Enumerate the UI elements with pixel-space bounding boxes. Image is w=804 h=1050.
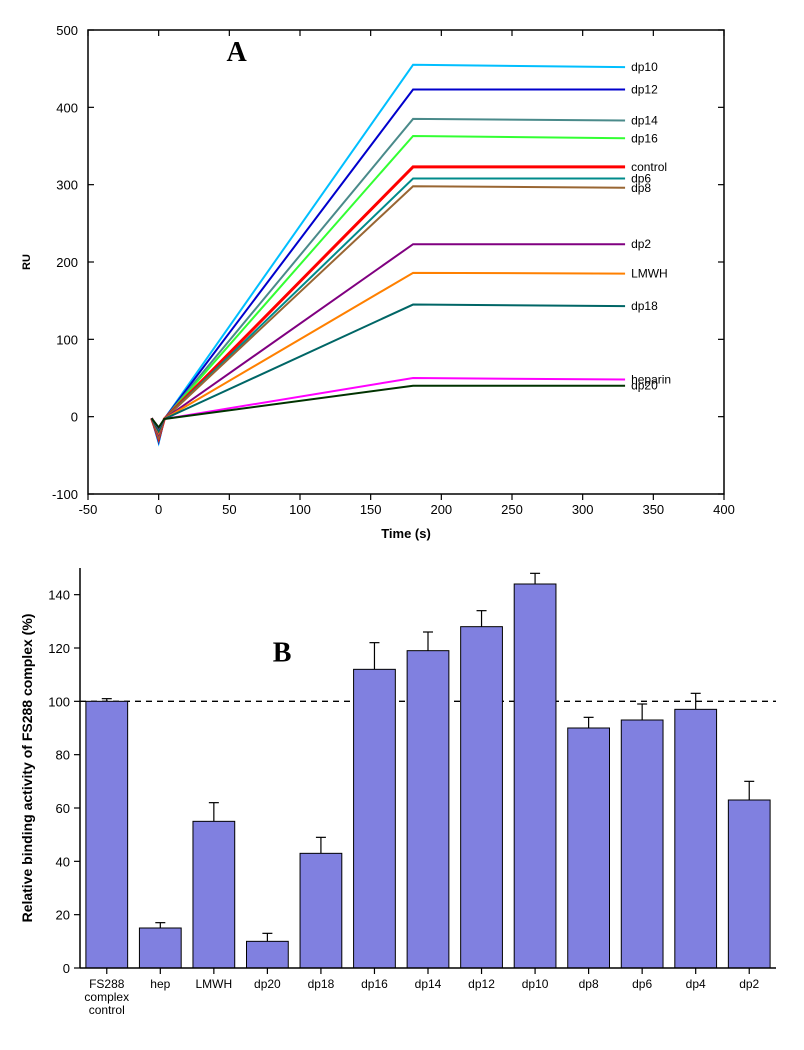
svg-text:0: 0 <box>63 961 70 976</box>
svg-text:-100: -100 <box>52 487 78 502</box>
svg-text:0: 0 <box>71 410 78 425</box>
bar-dp2 <box>728 800 770 968</box>
xtick-label: dp18 <box>308 977 335 991</box>
xtick-label: LMWH <box>196 977 233 991</box>
xtick-label: dp14 <box>415 977 442 991</box>
xtick-label: dp10 <box>522 977 549 991</box>
bar-dp12 <box>461 627 503 968</box>
svg-text:20: 20 <box>56 908 70 923</box>
svg-text:0: 0 <box>155 502 162 517</box>
svg-text:250: 250 <box>501 502 523 517</box>
xtick-label: dp12 <box>468 977 495 991</box>
svg-text:Time (s): Time (s) <box>381 526 431 541</box>
svg-text:50: 50 <box>222 502 236 517</box>
panel-a-chart: -50 0 50 100 150 200 250 300 350 400 -100 0 100 200 30… <box>10 10 794 550</box>
bar-dp10 <box>514 584 556 968</box>
series-label-LMWH: LMWH <box>631 267 668 281</box>
svg-text:Relative binding activity of F: Relative binding activity of FS288 compl… <box>19 614 35 923</box>
series-label-dp8: dp8 <box>631 181 651 195</box>
svg-text:60: 60 <box>56 801 70 816</box>
svg-text:300: 300 <box>56 178 78 193</box>
series-label-dp12: dp12 <box>631 83 658 97</box>
series-label-dp16: dp16 <box>631 131 658 145</box>
svg-text:120: 120 <box>48 641 70 656</box>
xtick-label: dp8 <box>579 977 599 991</box>
xtick-label: dp2 <box>739 977 759 991</box>
series-label-dp2: dp2 <box>631 237 651 251</box>
svg-text:B: B <box>273 637 292 668</box>
xtick-label: FS288 <box>89 977 125 991</box>
xtick-label: hep <box>150 977 170 991</box>
bar-dp6 <box>621 720 663 968</box>
bar-hep <box>139 928 181 968</box>
svg-text:200: 200 <box>430 502 452 517</box>
svg-text:100: 100 <box>48 694 70 709</box>
panel-b-chart: 0 20 40 60 80 100 120 140 FS288complexcontrol hep… <box>10 550 794 1040</box>
svg-text:500: 500 <box>56 23 78 38</box>
svg-text:80: 80 <box>56 748 70 763</box>
svg-text:140: 140 <box>48 588 70 603</box>
svg-text:400: 400 <box>713 502 735 517</box>
bar-FS288-complex-control <box>86 701 128 968</box>
svg-text:100: 100 <box>289 502 311 517</box>
xtick-label: dp16 <box>361 977 388 991</box>
xtick-label: dp4 <box>686 977 706 991</box>
series-label-dp18: dp18 <box>631 299 658 313</box>
series-label-dp10: dp10 <box>631 60 658 74</box>
bar-dp14 <box>407 651 449 968</box>
bar-dp16 <box>354 669 396 968</box>
svg-text:150: 150 <box>360 502 382 517</box>
bar-LMWH <box>193 821 235 968</box>
svg-text:-50: -50 <box>79 502 98 517</box>
figure-container: -50050100150200250300350400-100010020030… <box>10 10 804 1040</box>
xtick-label: dp20 <box>254 977 281 991</box>
svg-text:400: 400 <box>56 100 78 115</box>
svg-text:A: A <box>227 37 248 68</box>
bar-dp8 <box>568 728 610 968</box>
svg-text:100: 100 <box>56 332 78 347</box>
svg-text:300: 300 <box>572 502 594 517</box>
bar-dp18 <box>300 853 342 968</box>
series-label-dp20: dp20 <box>631 379 658 393</box>
xtick-label: dp6 <box>632 977 652 991</box>
svg-text:40: 40 <box>56 854 70 869</box>
bar-dp4 <box>675 709 717 968</box>
xtick-label: control <box>89 1003 125 1017</box>
bar-dp20 <box>247 941 289 968</box>
xtick-label: complex <box>84 990 129 1004</box>
svg-text:RU: RU <box>21 254 33 270</box>
svg-text:200: 200 <box>56 255 78 270</box>
series-label-dp14: dp14 <box>631 113 658 127</box>
svg-text:350: 350 <box>642 502 664 517</box>
